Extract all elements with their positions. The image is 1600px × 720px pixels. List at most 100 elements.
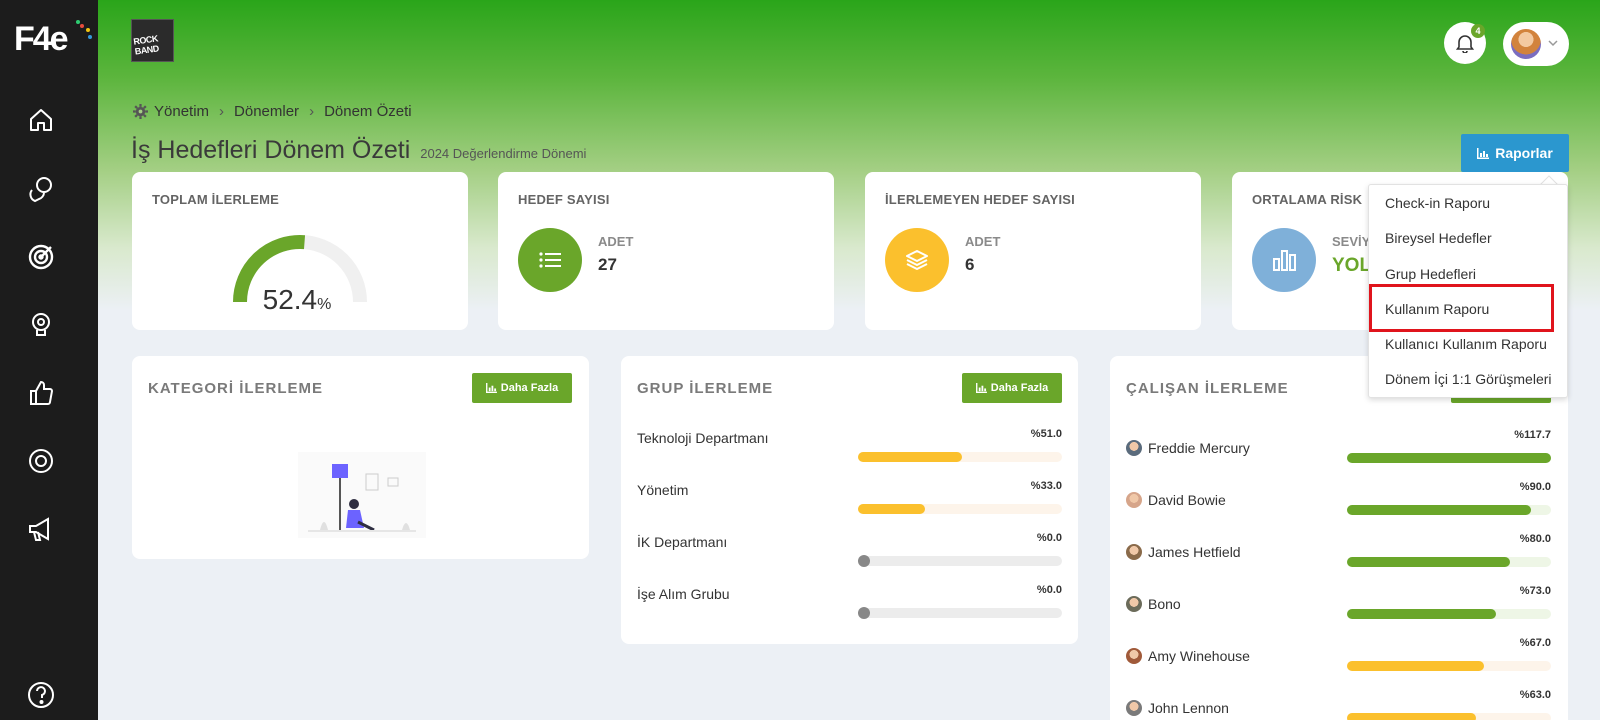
employee-row-progress-fill — [1347, 505, 1531, 515]
page-title: İş Hedefleri Dönem Özeti 2024 Değerlendi… — [131, 136, 586, 165]
menu-item-individual-targets[interactable]: Bireysel Hedefler — [1385, 230, 1492, 246]
target-count-title: HEDEF SAYISI — [518, 192, 610, 207]
average-risk-title: ORTALAMA RİSK — [1252, 192, 1363, 207]
chevron-right-icon: › — [309, 103, 315, 120]
total-progress-card: TOPLAM İLERLEME 52.4% — [132, 172, 468, 330]
group-row-name: Teknoloji Departmanı — [637, 430, 769, 446]
employee-row-progress-bar — [1347, 609, 1551, 619]
employee-row-name: John Lennon — [1148, 700, 1229, 716]
stalled-target-label: ADET — [965, 234, 1001, 249]
group-row-name: Yönetim — [637, 482, 689, 498]
breadcrumb-item-management[interactable]: Yönetim — [154, 103, 210, 120]
group-row-progress-dot — [858, 555, 870, 567]
breadcrumb-item-periods[interactable]: Dönemler — [234, 103, 300, 120]
group-progress-title: GRUP İLERLEME — [637, 380, 774, 397]
progress-gauge — [233, 235, 367, 303]
menu-item-group-targets[interactable]: Grup Hedefleri — [1385, 266, 1477, 282]
brand-logo-text: F4e — [14, 20, 69, 58]
settings-icon[interactable] — [26, 446, 56, 476]
brand-logo[interactable]: F4e — [14, 20, 92, 60]
stalled-target-value: 6 — [965, 255, 975, 274]
total-progress-value: 52.4% — [262, 284, 332, 315]
page-subtitle: 2024 Değerlendirme Dönemi — [420, 146, 587, 161]
menu-item-checkin-report[interactable]: Check-in Raporu — [1385, 195, 1491, 211]
user-menu-button[interactable] — [1503, 22, 1569, 66]
employee-row-progress-bar — [1347, 713, 1551, 720]
breadcrumb-item-period-summary: Dönem Özeti — [324, 103, 412, 120]
reports-button-label: Raporlar — [1495, 145, 1553, 161]
group-row-percent: %51.0 — [1030, 428, 1062, 440]
dropdown-arrow — [1540, 175, 1558, 185]
average-risk-label: SEVİY — [1332, 234, 1371, 249]
category-more-button[interactable]: Daha Fazla — [472, 373, 572, 403]
layers-icon — [885, 228, 949, 292]
group-row-progress-fill — [858, 452, 963, 462]
usage-report-highlight — [1369, 284, 1554, 332]
bar-chart-icon — [485, 383, 497, 393]
megaphone-icon[interactable] — [26, 514, 56, 544]
employee-row-progress-bar — [1347, 505, 1551, 515]
lightbulb-icon[interactable] — [26, 310, 56, 340]
employee-row-progress-fill — [1347, 661, 1484, 671]
group-row-name: İşe Alım Grubu — [637, 586, 730, 602]
group-row-progress-bar — [858, 607, 1062, 619]
bar-chart-icon — [1477, 147, 1490, 159]
employee-row-percent: %73.0 — [1519, 585, 1551, 597]
employee-avatar — [1126, 596, 1142, 612]
notification-count-badge: 4 — [1471, 24, 1485, 38]
target-count-value: 27 — [598, 255, 617, 274]
average-risk-value: YOL — [1332, 255, 1372, 276]
employee-row-name: David Bowie — [1148, 492, 1226, 508]
bar-chart-icon — [975, 383, 987, 393]
category-more-label: Daha Fazla — [500, 382, 559, 394]
target-count-card: HEDEF SAYISI ADET 27 — [498, 172, 834, 330]
reports-dropdown-menu: Check-in Raporu Bireysel Hedefler Grup H… — [1368, 184, 1568, 398]
menu-item-one-on-one-meetings[interactable]: Dönem İçi 1:1 Görüşmeleri — [1385, 371, 1552, 387]
group-row-percent: %33.0 — [1030, 480, 1062, 492]
list-icon — [518, 228, 582, 292]
employee-progress-title: ÇALIŞAN İLERLEME — [1126, 380, 1289, 397]
page-title-text: İş Hedefleri Dönem Özeti — [131, 136, 411, 164]
gear-icon — [133, 104, 148, 119]
employee-avatar — [1126, 648, 1142, 664]
group-row-progress-dot — [858, 607, 870, 619]
employee-row-percent: %80.0 — [1519, 533, 1551, 545]
menu-item-user-usage-report[interactable]: Kullanıcı Kullanım Raporu — [1385, 336, 1547, 352]
target-icon[interactable] — [26, 242, 56, 272]
employee-avatar — [1126, 440, 1142, 456]
employee-row-progress-bar — [1347, 661, 1551, 671]
chat-icon[interactable] — [26, 174, 56, 204]
employee-row-percent: %90.0 — [1519, 481, 1551, 493]
employee-row-name: Amy Winehouse — [1148, 648, 1250, 664]
employee-row-progress-fill — [1347, 713, 1476, 720]
category-progress-title: KATEGORİ İLERLEME — [148, 380, 324, 397]
group-row-percent: %0.0 — [1036, 584, 1062, 596]
total-progress-title: TOPLAM İLERLEME — [152, 192, 279, 207]
sidebar: F4e — [0, 0, 98, 720]
help-icon[interactable] — [26, 680, 56, 710]
menu-item-usage-report[interactable]: Kullanım Raporu — [1385, 301, 1490, 317]
stalled-target-card: İLERLEMEYEN HEDEF SAYISI ADET 6 — [865, 172, 1201, 330]
employee-progress-panel: ÇALIŞAN İLERLEME Freddie Mercury %117.7 Da… — [1110, 356, 1568, 720]
user-avatar — [1511, 29, 1541, 59]
company-logo[interactable]: ROCK BAND — [131, 19, 174, 62]
group-more-label: Daha Fazla — [990, 382, 1049, 394]
group-progress-panel: GRUP İLERLEME Daha Fazla Teknoloji Depar… — [621, 356, 1078, 644]
group-row-progress-fill — [858, 504, 926, 514]
employee-row-percent: %67.0 — [1519, 637, 1551, 649]
group-row-progress-bar — [858, 504, 1062, 514]
employee-row-name: Bono — [1148, 596, 1181, 612]
employee-avatar — [1126, 700, 1142, 716]
employee-row-name: James Hetfield — [1148, 544, 1241, 560]
group-row-name: İK Departmanı — [637, 534, 728, 550]
chevron-down-icon — [1548, 40, 1558, 47]
group-more-button[interactable]: Daha Fazla — [962, 373, 1062, 403]
target-count-label: ADET — [598, 234, 634, 249]
reports-button[interactable]: Raporlar — [1461, 134, 1569, 172]
thumbs-up-icon[interactable] — [26, 378, 56, 408]
chevron-right-icon: › — [219, 103, 225, 120]
home-icon[interactable] — [26, 105, 56, 135]
bell-icon — [1456, 35, 1474, 53]
employee-row-progress-fill — [1347, 557, 1511, 567]
employee-row-percent: %117.7 — [1514, 429, 1551, 441]
